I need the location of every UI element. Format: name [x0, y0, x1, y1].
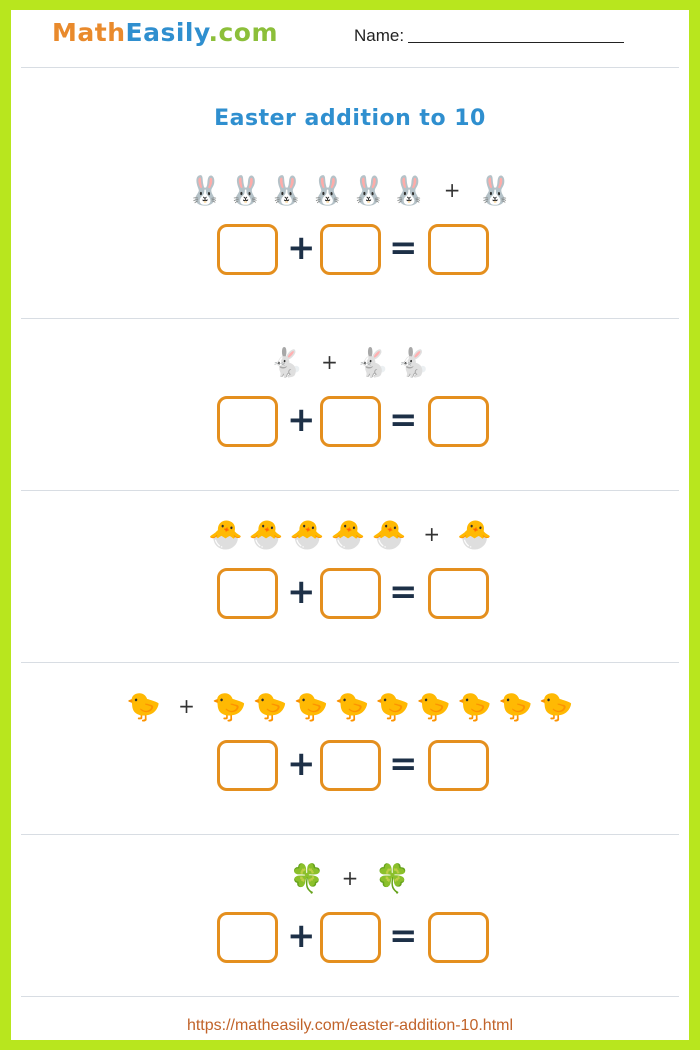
question-3: 🐣 🐣 🐣 🐣 🐣 + 🐣 + =	[11, 514, 689, 686]
page-title: Easter addition to 10	[214, 106, 486, 131]
logo-easily: Easily	[125, 18, 209, 47]
answer-box-addend1[interactable]	[217, 568, 278, 619]
divider	[21, 996, 679, 997]
hatching-chick-icon: 🐣	[248, 518, 284, 551]
equals-operator: =	[389, 744, 418, 784]
plus-sign: +	[423, 522, 441, 546]
equals-operator: =	[389, 572, 418, 612]
answer-box-addend2[interactable]	[320, 568, 381, 619]
answer-box-sum[interactable]	[428, 568, 489, 619]
rabbit-face-icon: 🐰	[391, 174, 427, 207]
baby-chick-icon: 🐤	[457, 690, 492, 723]
footer-url[interactable]: https://matheasily.com/easter-addition-1…	[186, 1017, 514, 1034]
picture-group: 🐣 🐣 🐣 🐣 🐣 + 🐣	[11, 514, 689, 555]
rabbit-face-icon: 🐰	[269, 174, 305, 207]
answer-box-addend1[interactable]	[217, 740, 278, 791]
question-5: 🍀 + 🍀 + =	[11, 858, 689, 1030]
question-2: 🐇 + 🐇 🐇 + =	[11, 342, 689, 514]
answer-box-sum[interactable]	[428, 912, 489, 963]
four-leaf-clover-icon: 🍀	[289, 862, 325, 895]
plus-operator: +	[287, 744, 316, 784]
equation: + =	[217, 912, 497, 964]
equals-operator: =	[389, 228, 418, 268]
rabbit-face-icon: 🐰	[351, 174, 386, 207]
picture-group: 🐇 + 🐇 🐇	[11, 342, 689, 383]
plus-operator: +	[287, 400, 316, 440]
logo-com: .com	[208, 18, 279, 47]
baby-chick-icon: 🐤	[498, 690, 533, 723]
plus-sign: +	[341, 866, 359, 890]
baby-chick-icon: 🐤	[538, 690, 574, 723]
answer-box-sum[interactable]	[428, 740, 489, 791]
name-line[interactable]	[408, 42, 625, 43]
divider	[21, 834, 679, 835]
equation: + =	[217, 396, 497, 448]
equals-operator: =	[389, 400, 418, 440]
answer-box-addend1[interactable]	[217, 224, 278, 275]
logo: MathEasily.com	[52, 18, 278, 47]
plus-operator: +	[287, 572, 316, 612]
rabbit-icon: 🐇	[354, 346, 390, 379]
logo-math: Math	[52, 18, 126, 47]
baby-chick-icon: 🐤	[211, 690, 247, 723]
answer-box-addend2[interactable]	[320, 912, 381, 963]
hatching-chick-icon: 🐣	[289, 518, 325, 551]
hatching-chick-icon: 🐣	[371, 518, 407, 551]
answer-box-addend2[interactable]	[320, 224, 381, 275]
plus-operator: +	[287, 228, 316, 268]
answer-box-addend2[interactable]	[320, 740, 381, 791]
rabbit-icon: 🐇	[395, 346, 431, 379]
four-leaf-clover-icon: 🍀	[375, 862, 411, 895]
equation: + =	[217, 224, 497, 276]
baby-chick-icon: 🐤	[126, 690, 162, 723]
picture-group: 🍀 + 🍀	[11, 858, 689, 899]
answer-box-addend2[interactable]	[320, 396, 381, 447]
worksheet-page: MathEasily.com Name: Easter addition to …	[11, 10, 689, 1040]
picture-group: 🐰 🐰 🐰 🐰 🐰 🐰 + 🐰	[11, 170, 689, 211]
baby-chick-icon: 🐤	[252, 690, 288, 723]
question-4: 🐤 + 🐤 🐤 🐤 🐤 🐤 🐤 🐤 🐤 🐤 + =	[11, 686, 689, 858]
plus-sign: +	[178, 694, 195, 718]
plus-sign: +	[443, 178, 461, 202]
equation: + =	[217, 568, 497, 620]
rabbit-face-icon: 🐰	[310, 174, 346, 207]
equals-operator: =	[389, 916, 418, 956]
name-field[interactable]: Name:	[354, 26, 625, 46]
hatching-chick-icon: 🐣	[457, 518, 492, 551]
answer-box-sum[interactable]	[428, 396, 489, 447]
rabbit-icon: 🐇	[269, 346, 305, 379]
name-label: Name:	[354, 26, 405, 45]
equation: + =	[217, 740, 497, 792]
baby-chick-icon: 🐤	[293, 690, 329, 723]
picture-group: 🐤 + 🐤 🐤 🐤 🐤 🐤 🐤 🐤 🐤 🐤	[11, 686, 689, 727]
divider	[21, 67, 679, 68]
baby-chick-icon: 🐤	[416, 690, 452, 723]
question-1: 🐰 🐰 🐰 🐰 🐰 🐰 + 🐰 + =	[11, 170, 689, 342]
hatching-chick-icon: 🐣	[330, 518, 366, 551]
hatching-chick-icon: 🐣	[207, 518, 243, 551]
baby-chick-icon: 🐤	[334, 690, 370, 723]
plus-operator: +	[287, 916, 316, 956]
rabbit-face-icon: 🐰	[187, 174, 223, 207]
divider	[21, 662, 679, 663]
rabbit-face-icon: 🐰	[228, 174, 264, 207]
baby-chick-icon: 🐤	[375, 690, 411, 723]
answer-box-addend1[interactable]	[217, 396, 278, 447]
rabbit-face-icon: 🐰	[477, 174, 513, 207]
divider	[21, 490, 679, 491]
answer-box-addend1[interactable]	[217, 912, 278, 963]
divider	[21, 318, 679, 319]
plus-sign: +	[321, 350, 338, 374]
answer-box-sum[interactable]	[428, 224, 489, 275]
